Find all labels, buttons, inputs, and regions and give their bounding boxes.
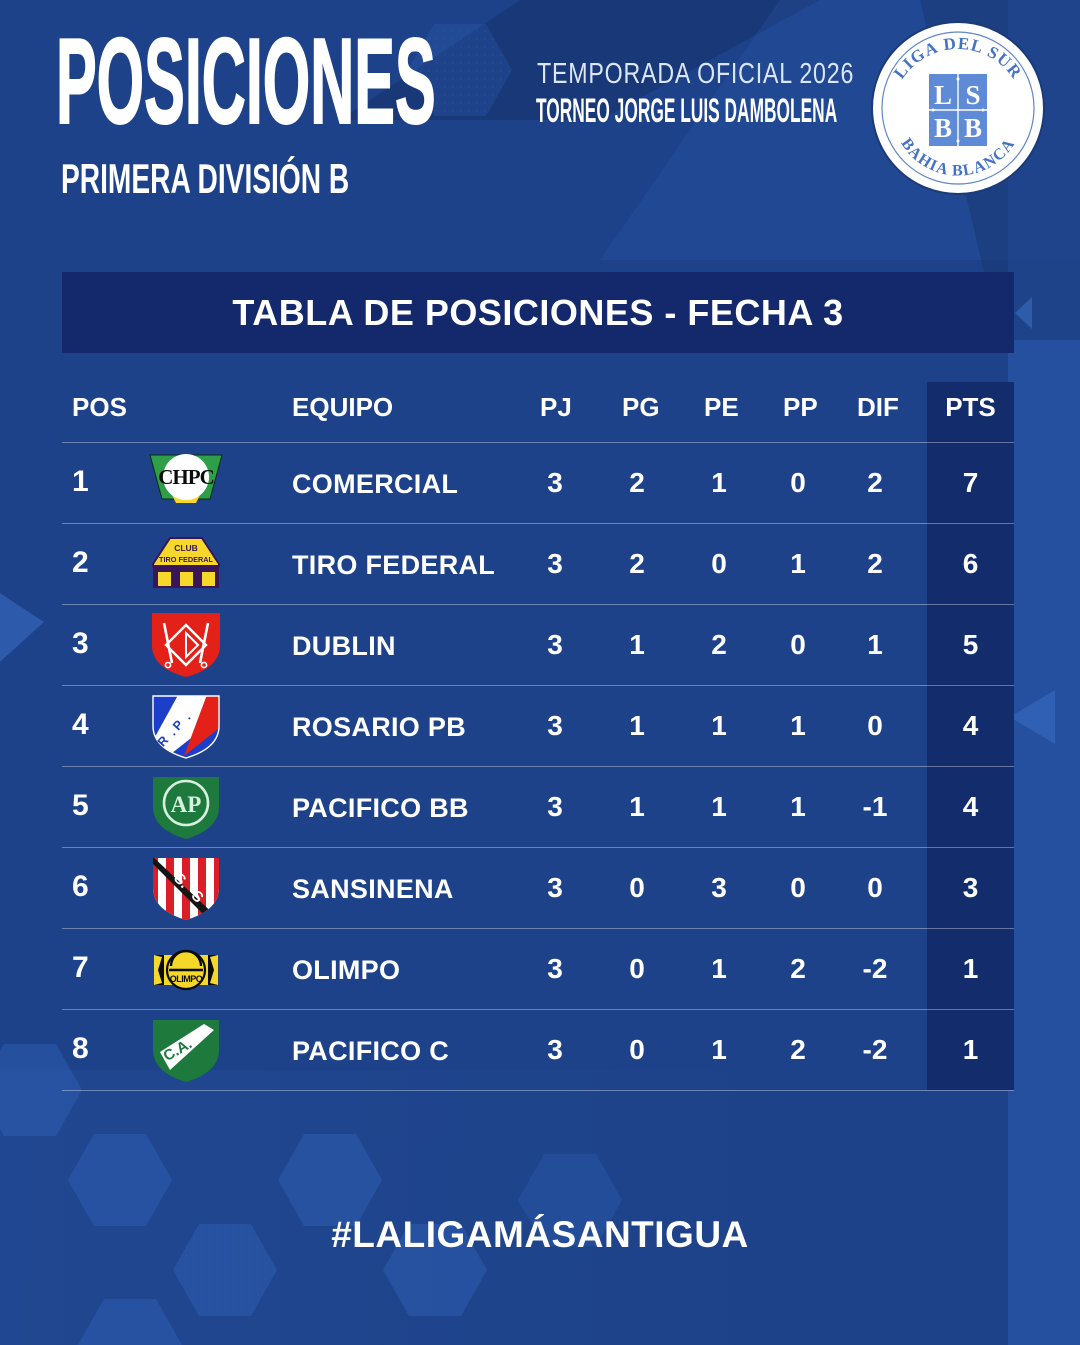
svg-text:L: L [934,80,952,110]
svg-text:B: B [934,113,952,143]
svg-text:B: B [964,113,982,143]
svg-text:S: S [965,80,980,110]
